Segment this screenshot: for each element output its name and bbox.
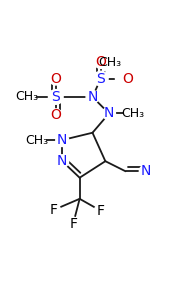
Circle shape <box>101 54 119 72</box>
Text: S: S <box>96 71 105 86</box>
Text: O: O <box>122 71 133 86</box>
Circle shape <box>115 72 128 85</box>
Text: F: F <box>50 203 58 217</box>
Text: F: F <box>69 217 77 231</box>
Circle shape <box>94 204 107 217</box>
Circle shape <box>67 217 80 230</box>
Text: N: N <box>57 154 67 168</box>
Text: O: O <box>50 108 61 122</box>
Text: CH₃: CH₃ <box>98 57 122 69</box>
Text: CH₃: CH₃ <box>121 107 144 120</box>
Text: N: N <box>141 164 151 178</box>
Circle shape <box>103 107 115 120</box>
Text: O: O <box>50 71 61 86</box>
Circle shape <box>139 165 152 178</box>
Circle shape <box>56 134 69 146</box>
Circle shape <box>94 56 107 69</box>
Circle shape <box>56 155 69 168</box>
Circle shape <box>17 88 36 106</box>
Text: N: N <box>104 106 114 120</box>
Circle shape <box>48 203 60 216</box>
Text: N: N <box>57 133 67 147</box>
Text: O: O <box>95 55 106 69</box>
Circle shape <box>27 131 46 149</box>
Circle shape <box>49 72 62 85</box>
Circle shape <box>93 71 108 86</box>
Text: CH₃: CH₃ <box>25 134 48 146</box>
Text: N: N <box>87 90 98 104</box>
Text: S: S <box>51 90 60 104</box>
Text: CH₃: CH₃ <box>15 91 38 103</box>
Circle shape <box>48 90 63 104</box>
Circle shape <box>86 91 99 103</box>
Text: F: F <box>97 204 105 218</box>
Circle shape <box>124 104 142 123</box>
Circle shape <box>49 109 62 122</box>
